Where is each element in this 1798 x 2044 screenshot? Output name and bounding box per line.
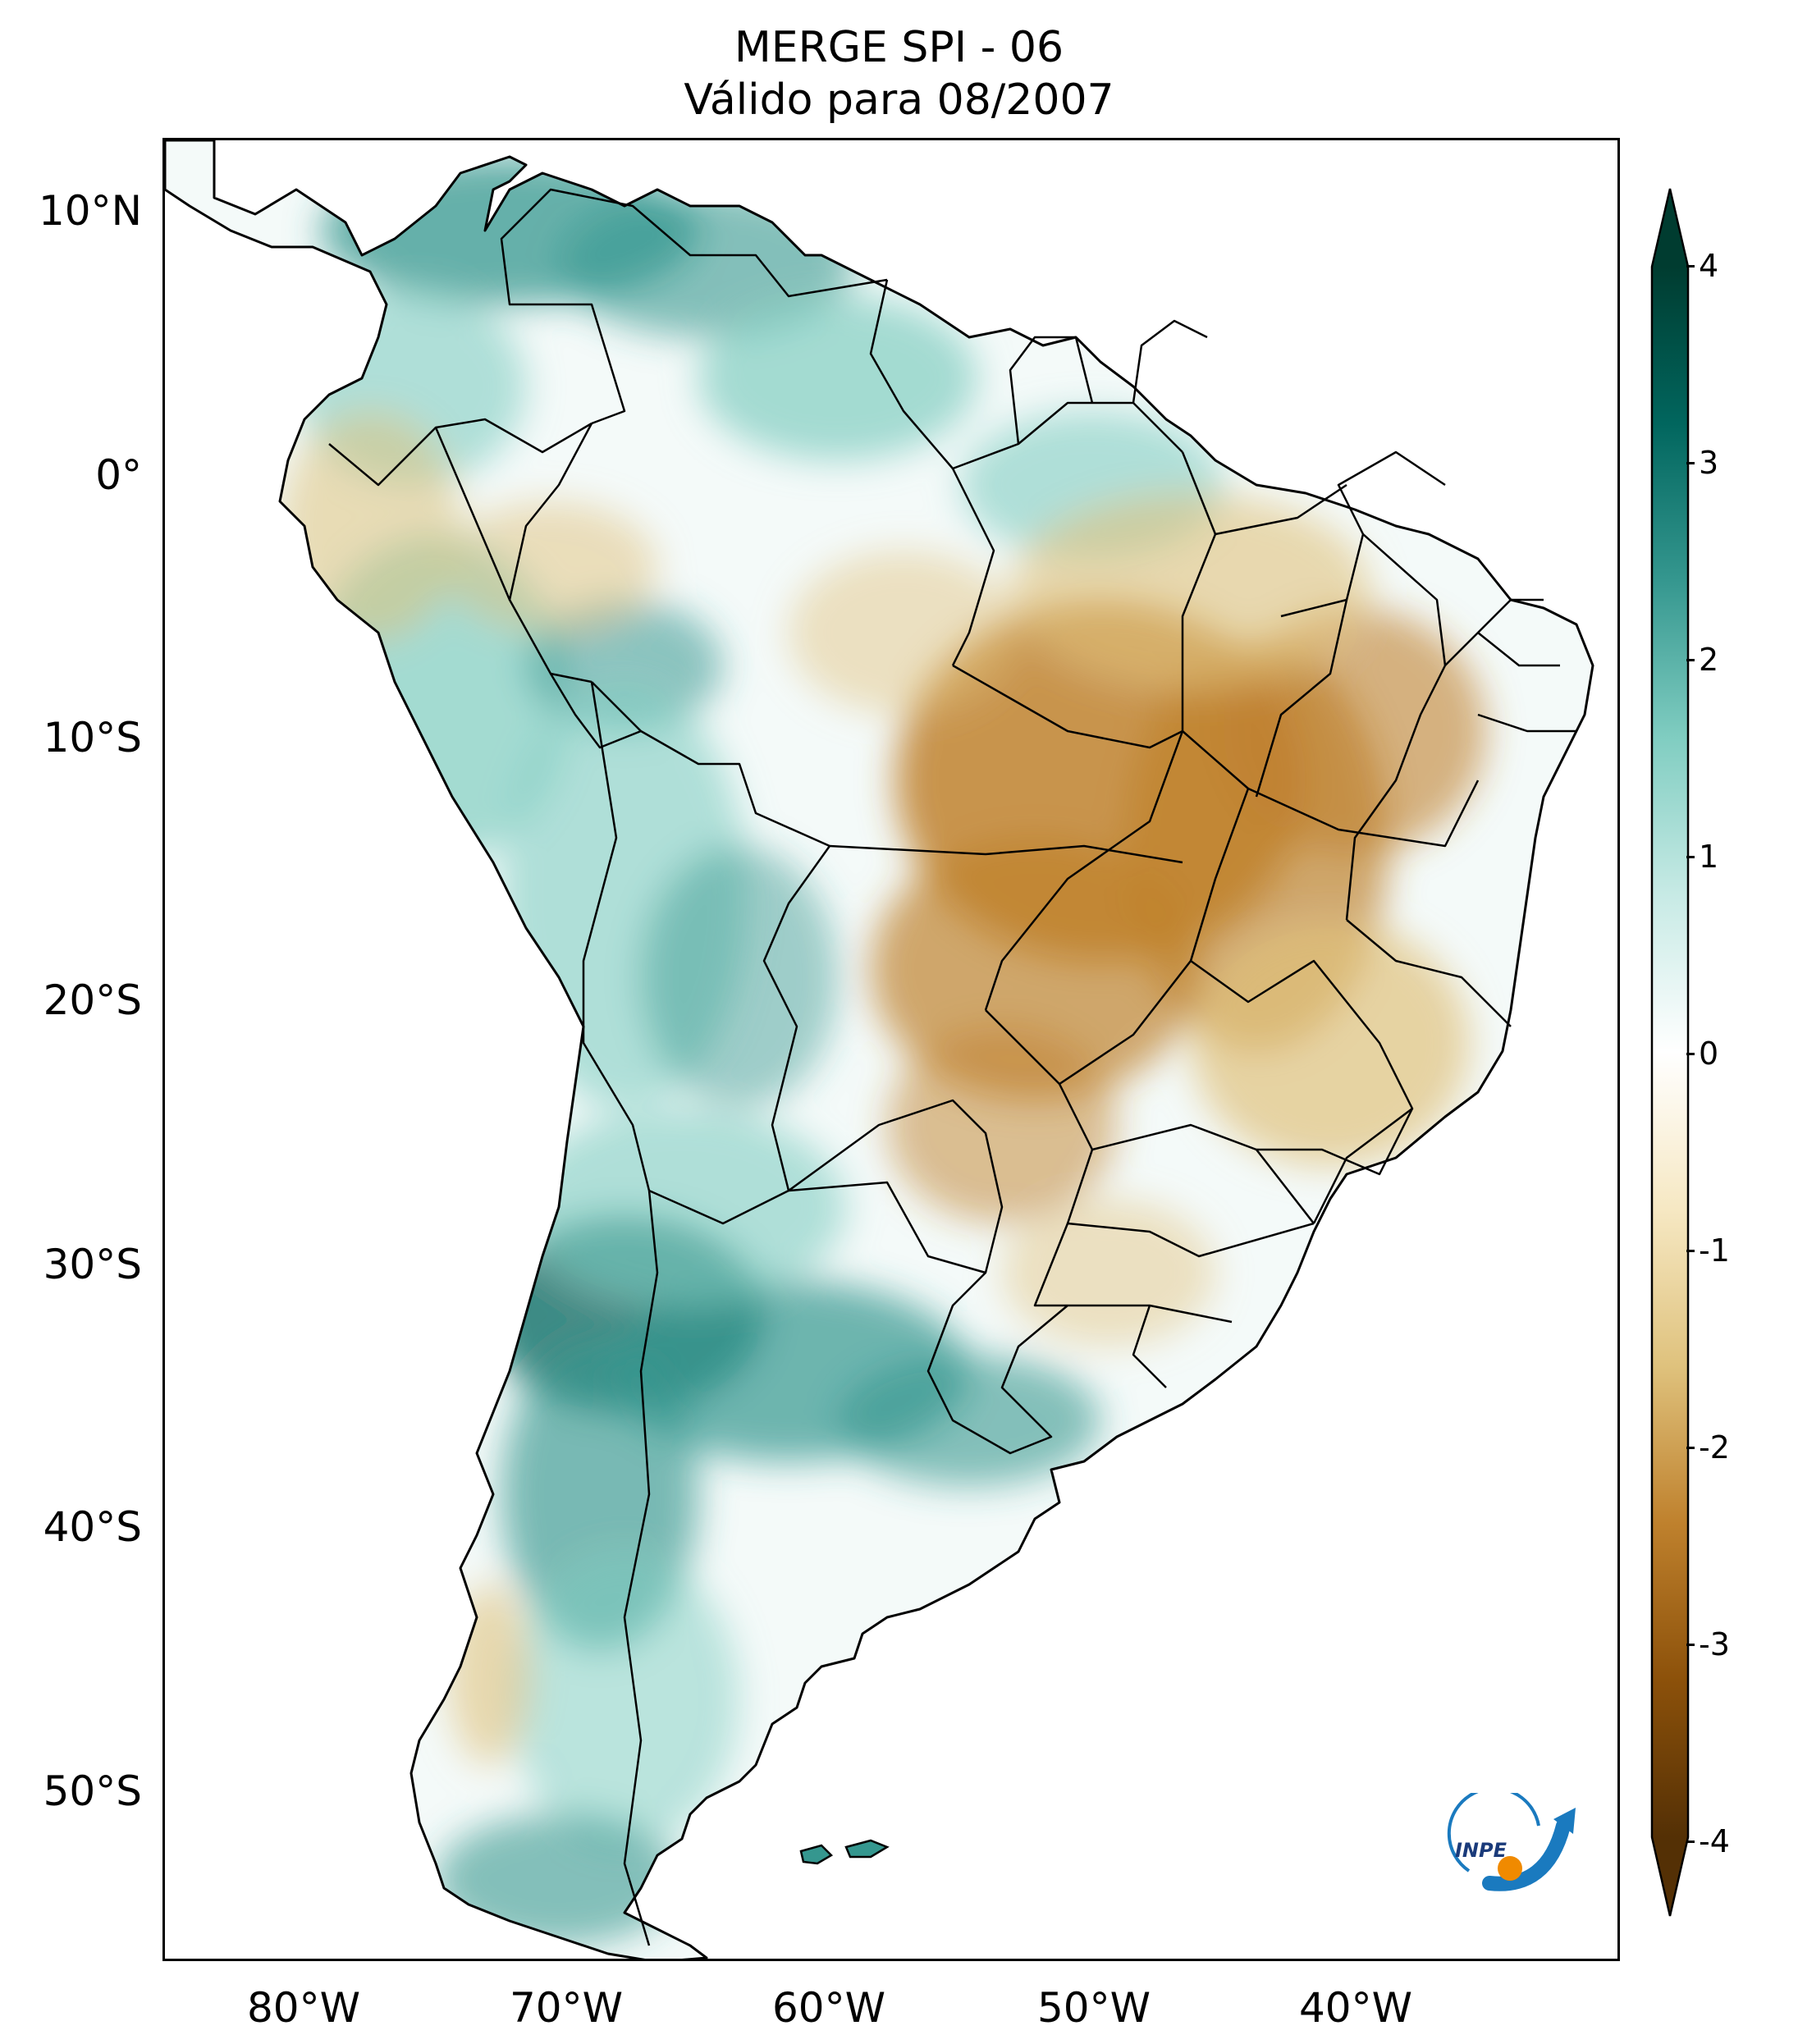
colorbar-tick — [1686, 1053, 1695, 1055]
map-frame — [162, 138, 1620, 1961]
colorbar-tick — [1686, 265, 1695, 268]
lat-label-10s: 10°S — [43, 714, 142, 761]
colorbar-label-neg2: -2 — [1699, 1429, 1730, 1466]
colorbar-label-neg1: -1 — [1699, 1232, 1730, 1269]
lat-label-20s: 20°S — [43, 976, 142, 1024]
colorbar-tick — [1686, 1447, 1695, 1449]
lon-label-80w: 80°W — [246, 1984, 361, 2032]
lon-label-40w: 40°W — [1298, 1984, 1413, 2032]
colorbar-label-neg4: -4 — [1699, 1823, 1730, 1859]
lon-label-70w: 70°W — [509, 1984, 624, 2032]
map-canvas — [165, 140, 1594, 1959]
colorbar-tick — [1686, 1841, 1695, 1843]
colorbar-tick — [1686, 659, 1695, 661]
logo-arrow-icon — [1553, 1808, 1576, 1834]
logo-swoosh-icon — [1482, 1818, 1571, 1891]
logo-text: INPE — [1455, 1839, 1507, 1862]
country-borders — [328, 188, 1576, 1946]
falkland-islands — [799, 1839, 890, 1865]
colorbar-label-neg3: -3 — [1699, 1626, 1730, 1662]
lat-label-50s: 50°S — [43, 1767, 142, 1815]
lon-label-60w: 60°W — [771, 1984, 886, 2032]
coastline — [165, 140, 1594, 1959]
lat-label-40s: 40°S — [43, 1503, 142, 1551]
map-title-line2: Válido para 08/2007 — [684, 75, 1114, 125]
colorbar-tick — [1686, 1250, 1695, 1252]
logo-orbit-icon — [1447, 1793, 1540, 1873]
colorbar-label-0: 0 — [1699, 1036, 1719, 1072]
colorbar-gradient — [1652, 267, 1688, 1837]
colorbar-label-1: 1 — [1699, 839, 1719, 875]
colorbar — [1650, 188, 1690, 1917]
lat-label-30s: 30°S — [43, 1241, 142, 1288]
lat-label-0: 0° — [95, 451, 142, 499]
colorbar-label-2: 2 — [1699, 642, 1719, 678]
colorbar-max-extend — [1652, 189, 1688, 267]
colorbar-tick — [1686, 1644, 1695, 1646]
logo-sun-icon — [1498, 1856, 1522, 1881]
colorbar-label-3: 3 — [1699, 445, 1719, 481]
map-title-line1: MERGE SPI - 06 — [734, 23, 1064, 72]
colorbar-min-extend — [1652, 1837, 1688, 1916]
colorbar-tick — [1686, 856, 1695, 858]
colorbar-outline — [1650, 188, 1690, 1917]
inpe-logo: INPE — [1447, 1793, 1576, 1891]
lat-label-10n: 10°N — [38, 187, 142, 235]
colorbar-label-4: 4 — [1699, 248, 1719, 284]
colorbar-tick — [1686, 462, 1695, 464]
lon-label-50w: 50°W — [1036, 1984, 1151, 2032]
